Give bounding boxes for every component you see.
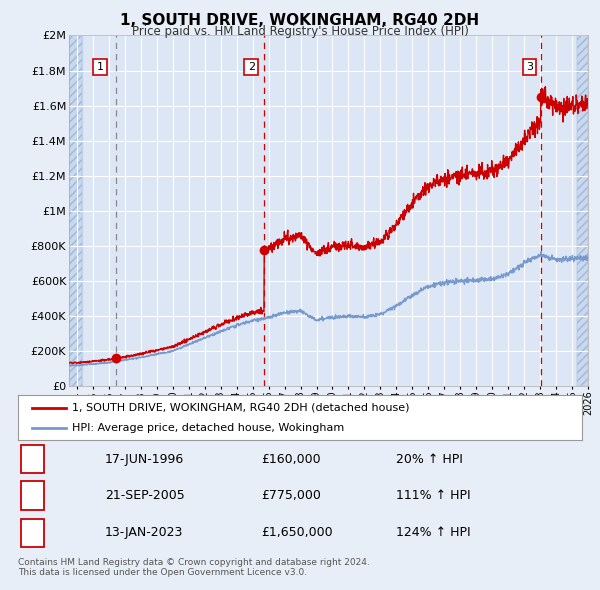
Text: Contains HM Land Registry data © Crown copyright and database right 2024.
This d: Contains HM Land Registry data © Crown c… [18, 558, 370, 577]
Text: 2: 2 [28, 489, 37, 502]
Text: 21-SEP-2005: 21-SEP-2005 [105, 489, 185, 502]
Bar [577, 35, 588, 386]
Text: 2: 2 [248, 62, 255, 72]
Text: 3: 3 [28, 526, 37, 539]
Text: £1,650,000: £1,650,000 [261, 526, 332, 539]
Text: 13-JAN-2023: 13-JAN-2023 [105, 526, 184, 539]
Bar [69, 35, 82, 386]
Text: 1: 1 [28, 453, 37, 466]
Text: 111% ↑ HPI: 111% ↑ HPI [396, 489, 470, 502]
Text: HPI: Average price, detached house, Wokingham: HPI: Average price, detached house, Woki… [71, 424, 344, 434]
Text: 124% ↑ HPI: 124% ↑ HPI [396, 526, 470, 539]
Text: £775,000: £775,000 [261, 489, 321, 502]
Text: 1, SOUTH DRIVE, WOKINGHAM, RG40 2DH (detached house): 1, SOUTH DRIVE, WOKINGHAM, RG40 2DH (det… [71, 403, 409, 412]
Bar [69, 35, 82, 386]
Bar [577, 35, 588, 386]
Text: 1, SOUTH DRIVE, WOKINGHAM, RG40 2DH: 1, SOUTH DRIVE, WOKINGHAM, RG40 2DH [121, 13, 479, 28]
Text: £160,000: £160,000 [261, 453, 320, 466]
Text: Price paid vs. HM Land Registry's House Price Index (HPI): Price paid vs. HM Land Registry's House … [131, 25, 469, 38]
Text: 17-JUN-1996: 17-JUN-1996 [105, 453, 184, 466]
Text: 1: 1 [97, 62, 104, 72]
Text: 3: 3 [526, 62, 533, 72]
Text: 20% ↑ HPI: 20% ↑ HPI [396, 453, 463, 466]
